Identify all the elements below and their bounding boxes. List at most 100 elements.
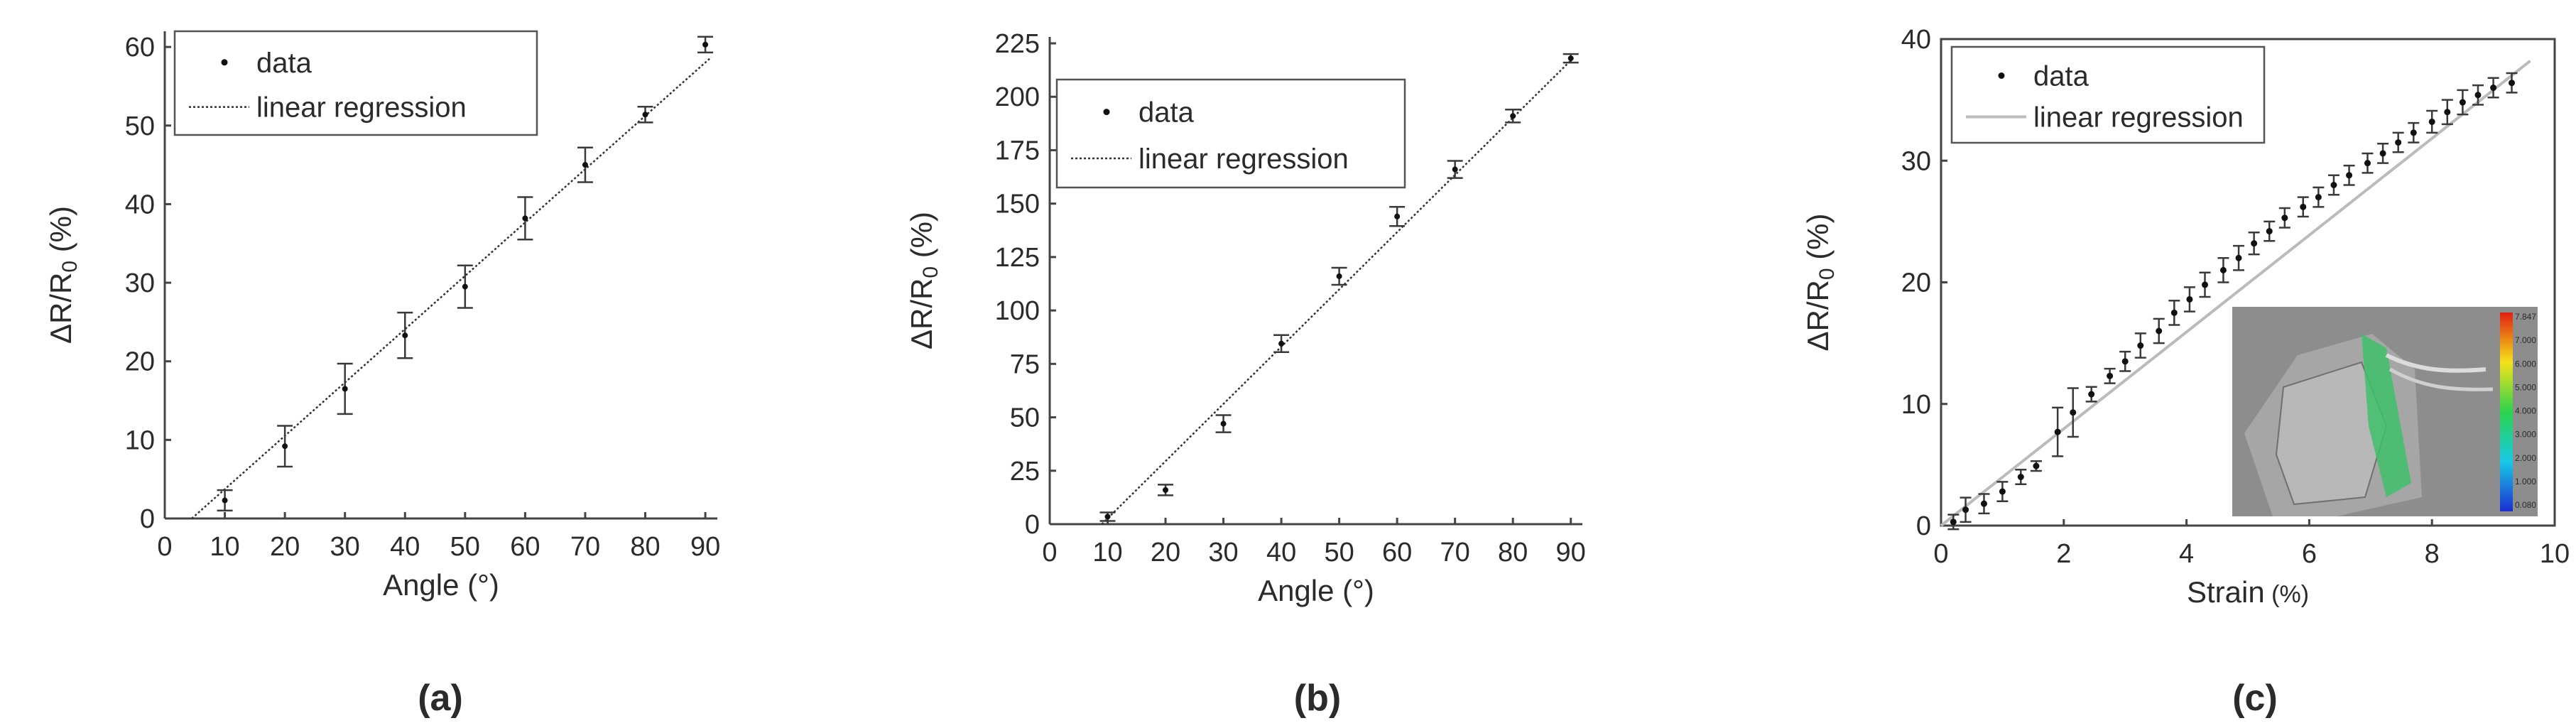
data-point [2315,194,2322,201]
x-tick-label: 80 [630,532,660,562]
inset-colorbar-label: 5.000 [2515,382,2536,392]
data-point [2410,129,2417,136]
data-point [702,41,709,48]
data-point [1962,506,1969,514]
regression-line [1101,60,1572,525]
y-tick-label: 0 [1025,510,1040,540]
x-tick-label: 30 [1208,538,1238,567]
x-tick-label: 20 [270,532,300,562]
x-tick-label: 6 [2302,539,2317,569]
y-tick-label: 40 [1901,25,1931,55]
data-point [2235,254,2242,261]
data-point [582,162,588,168]
data-point [1220,420,1227,427]
y-axis-label-main: ΔR/R [44,273,77,344]
x-tick-label: 60 [1382,538,1412,567]
x-tick-label: 80 [1498,538,1528,567]
data-point [2428,118,2435,125]
legend-label-data: data [256,48,313,79]
data-point [2033,462,2040,469]
inset-colorbar-label: 7.847 [2515,312,2536,322]
data-point [2251,240,2258,247]
x-axis-label: Angle (°) [1258,574,1374,607]
inset-colorbar-label: 4.000 [2515,406,2536,416]
y-tick-label: 20 [125,347,155,377]
x-tick-label: 70 [1440,538,1470,567]
legend-marker-data [1998,72,2005,79]
x-tick-label: 70 [570,532,600,562]
panel-label: (b) [1294,678,1341,719]
y-tick-label: 10 [125,425,155,455]
legend: data linear regression [1950,45,2266,144]
inset-photo-strain-map [2362,334,2411,497]
y-tick-label: 40 [125,190,155,219]
y-tick-label: 0 [1916,511,1931,541]
x-tick-label: 8 [2425,539,2440,569]
legend-label-regression: linear regression [256,92,467,124]
regression-line [1940,60,2531,527]
data-point [402,332,408,339]
data-point [2088,391,2095,398]
data-point [2156,327,2163,335]
y-tick-label: 100 [995,296,1040,326]
data-point [2300,203,2307,210]
legend-marker-data [1103,109,1110,116]
legend-box [1950,45,2266,144]
legend-label-data: data [1138,97,1195,129]
data-point [342,386,348,392]
y-tick-label: 0 [140,504,155,534]
data-point [2474,92,2482,99]
data-point [2186,295,2193,303]
inset-colorbar-label: 0.080 [2515,500,2536,510]
y-tick-label: 150 [995,190,1040,219]
chart-panel-a: 0 10 20 30 40 50 60 70 80 90 0 10 20 30 40 50 60 data line… [44,30,720,719]
data-point [1452,166,1458,173]
y-tick-label: 200 [995,82,1040,112]
y-axis-label-unit: (%) [44,206,77,261]
regression-line [191,56,712,519]
inset-colorbar-label: 7.000 [2515,335,2536,345]
x-tick-label: 30 [330,532,360,562]
inset-colorbar [2500,313,2513,511]
inset-colorbar-label: 3.000 [2515,430,2536,440]
x-tick-label: 90 [690,532,720,562]
chart-panel-c: 7.847 7.000 6.000 5.000 4.000 3.000 2.000 1.000… [1801,25,2570,719]
data-point [2346,172,2353,179]
y-axis-label: ΔR/R0 (%) [1801,213,1839,351]
x-tick-label: 2 [2056,539,2071,569]
data-point [1278,340,1285,347]
legend-box [173,30,538,136]
inset-photo-sensor [2275,361,2388,506]
inset-photo: 7.847 7.000 6.000 5.000 4.000 3.000 2.000 1.000… [2232,307,2538,516]
data-point [1567,55,1574,62]
data-point [1163,487,1169,493]
data-point [2202,281,2209,288]
panel-label: (c) [2232,678,2278,719]
y-axis-label-subscript: 0 [919,266,942,278]
x-tick-label: 10 [1092,538,1122,567]
data-point [2054,428,2061,435]
data-point [2219,266,2227,273]
data-point [222,497,228,504]
legend: data linear regression [1055,78,1406,189]
data-point [2017,474,2024,480]
y-tick-label: 25 [1010,457,1040,487]
x-axis-label-text: Strain [2187,575,2265,609]
data-point [2379,150,2386,157]
data-point [2444,109,2451,116]
data-point [2170,309,2178,316]
x-tick-label: 10 [210,532,239,562]
x-tick-label: 0 [157,532,172,562]
y-axis-label-main: ΔR/R [905,278,938,349]
y-axis-label: ΔR/R0 (%) [44,206,82,344]
inset-photo-wire-2 [2388,367,2494,391]
panel-label: (a) [418,678,463,719]
legend: data linear regression [173,30,538,136]
x-tick-label: 20 [1151,538,1180,567]
x-tick-label: 4 [2179,539,2194,569]
y-tick-label: 125 [995,243,1040,273]
data-point [2395,139,2402,146]
x-tick-label: 50 [1324,538,1354,567]
inset-colorbar-label: 6.000 [2515,359,2536,369]
